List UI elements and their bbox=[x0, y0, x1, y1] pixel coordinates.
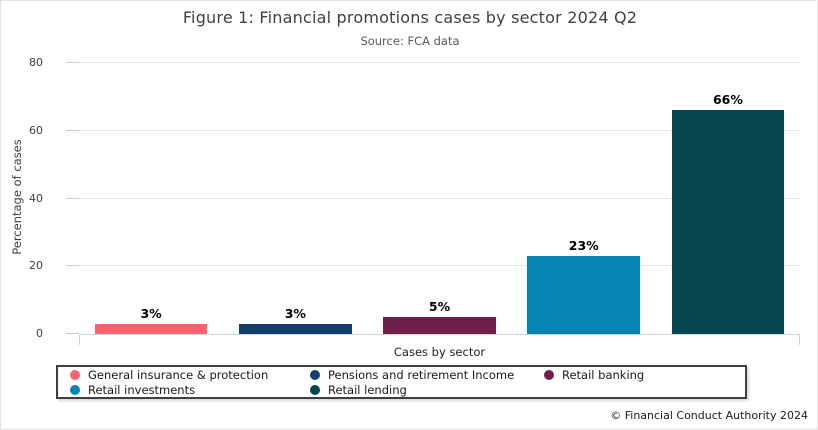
legend-label: Retail lending bbox=[328, 382, 407, 397]
bar-value-label: 66% bbox=[712, 92, 743, 108]
y-tick-label: 60 bbox=[29, 123, 43, 137]
y-tick-mark bbox=[66, 62, 79, 63]
bar-value-label: 5% bbox=[428, 299, 451, 315]
y-tick-mark bbox=[66, 129, 79, 131]
gridline bbox=[79, 62, 800, 63]
bar-3 bbox=[383, 317, 496, 334]
bar-5 bbox=[671, 110, 785, 334]
y-tick-label: 80 bbox=[29, 56, 43, 69]
legend-label: Retail investments bbox=[88, 382, 196, 397]
bar-slot: 66% bbox=[656, 63, 800, 334]
y-tick-label: 0 bbox=[36, 327, 43, 340]
legend: General insurance & protection Pensions a… bbox=[56, 365, 747, 399]
bar-slot: 3% bbox=[223, 63, 367, 334]
legend-item: Retail lending bbox=[310, 383, 544, 397]
bar-1 bbox=[94, 323, 208, 334]
chart-title: Figure 1: Financial promotions cases by … bbox=[182, 8, 638, 27]
y-tick-labels: 0 20 40 60 80 bbox=[1, 56, 57, 340]
legend-marker-circle bbox=[310, 384, 320, 395]
gridline bbox=[79, 265, 800, 267]
legend-marker-circle bbox=[310, 369, 320, 380]
y-tick-mark bbox=[66, 197, 79, 199]
bar-chart: Percentage of cases 0 20 40 60 80 3% 3% 5% 23% 6… bbox=[1, 56, 818, 361]
bar-slot: 3% bbox=[79, 63, 223, 334]
legend-marker-circle bbox=[70, 384, 80, 395]
legend-item: Retail investments bbox=[70, 383, 310, 397]
legend-item: Pensions and retirement Income bbox=[310, 368, 544, 382]
legend-marker-circle bbox=[544, 369, 554, 380]
gridline bbox=[79, 129, 800, 131]
legend-item: General insurance & protection bbox=[70, 368, 310, 382]
x-axis-title: Cases by sector bbox=[393, 345, 486, 359]
bar-value-label: 3% bbox=[284, 305, 306, 321]
y-tick-label: 20 bbox=[29, 259, 43, 273]
y-tick-mark bbox=[66, 265, 79, 267]
legend-label: Retail banking bbox=[562, 367, 645, 382]
y-tick-mark bbox=[66, 333, 79, 334]
gridline bbox=[79, 197, 800, 199]
chart-subtitle: Source: FCA data bbox=[360, 34, 460, 48]
bar-slot: 5% bbox=[367, 63, 511, 334]
legend-item: Retail banking bbox=[544, 368, 745, 382]
bar-value-label: 3% bbox=[140, 305, 162, 321]
legend-marker-circle bbox=[70, 369, 80, 380]
bar-value-label: 23% bbox=[568, 238, 599, 254]
bar-slot: 23% bbox=[512, 63, 656, 334]
plot-area: 0 20 40 60 80 3% 3% 5% 23% 66% bbox=[29, 56, 800, 345]
copyright-text: © Financial Conduct Authority 2024 bbox=[610, 409, 808, 422]
y-tick-label: 40 bbox=[29, 191, 43, 205]
bar-slots: 3% 3% 5% 23% 66% bbox=[79, 63, 800, 334]
bar-2 bbox=[239, 323, 352, 334]
legend-label: Pensions and retirement Income bbox=[328, 367, 515, 382]
bar-4 bbox=[527, 256, 640, 334]
legend-label: General insurance & protection bbox=[88, 367, 269, 382]
